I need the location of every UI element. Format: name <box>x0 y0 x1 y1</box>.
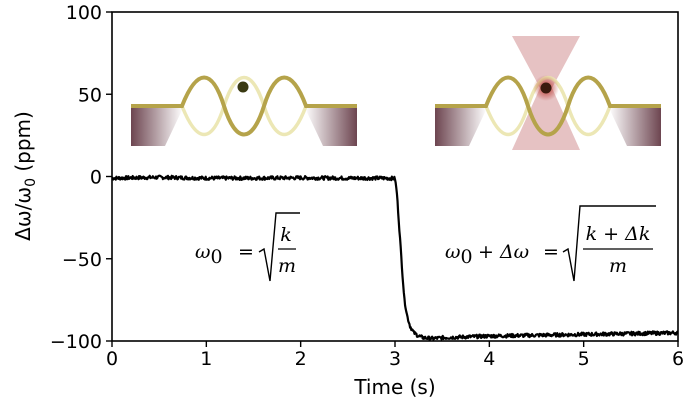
series-line <box>111 174 679 342</box>
y-tick-label: 100 <box>66 2 102 24</box>
x-tick-label: 1 <box>200 348 212 370</box>
right-eq-denominator: m <box>609 255 627 277</box>
left-eq-equals: = <box>238 241 254 263</box>
left-clamp-right <box>305 108 357 146</box>
y-axis-label-unit: (ppm) <box>11 111 35 178</box>
x-tick-label: 0 <box>106 348 118 370</box>
left-eq-numerator: k <box>280 224 292 246</box>
right-clamp-right <box>609 108 661 146</box>
left-string-faint <box>180 75 308 137</box>
left-eq-lhs: ω0 <box>195 241 223 268</box>
left-mass <box>237 81 249 93</box>
x-tick-label: 6 <box>672 348 684 370</box>
right-resonator-illustration <box>435 36 661 150</box>
x-tick-label: 5 <box>578 348 590 370</box>
y-axis-ticks: 100 50 0 −50 −100 <box>50 2 112 353</box>
right-eq-sqrt <box>562 205 656 282</box>
right-string <box>435 75 661 137</box>
right-mass <box>540 82 552 94</box>
right-equation: ω0 + Δω = k + Δk m <box>445 205 656 282</box>
right-eq-equals: = <box>543 241 559 263</box>
y-tick-label: −50 <box>62 249 102 271</box>
y-axis-label-subscript: 0 <box>23 178 39 187</box>
x-axis-ticks: 0 1 2 3 4 5 6 <box>106 341 684 370</box>
right-eq-lhs: ω0 <box>445 241 473 268</box>
right-eq-numerator: k + Δk <box>586 223 651 245</box>
left-resonator-illustration <box>131 75 357 146</box>
x-tick-label: 2 <box>295 348 307 370</box>
right-clamp-left <box>435 108 487 146</box>
left-string <box>131 75 357 137</box>
left-equation: ω0 = k m <box>195 212 300 282</box>
right-eq-plus: + Δω <box>478 241 529 263</box>
y-tick-label: 0 <box>90 167 102 189</box>
y-axis-label: Δω/ω0 (ppm) <box>11 111 39 241</box>
left-eq-denominator: m <box>278 255 296 277</box>
y-tick-label: 50 <box>78 84 102 106</box>
x-axis-label: Time (s) <box>353 375 435 399</box>
x-tick-label: 3 <box>389 348 401 370</box>
y-tick-label: −100 <box>50 331 102 353</box>
y-axis-label-main: Δω/ω <box>11 187 35 241</box>
x-tick-label: 4 <box>483 348 495 370</box>
left-eq-sqrt <box>258 212 300 282</box>
left-clamp-left <box>131 108 183 146</box>
